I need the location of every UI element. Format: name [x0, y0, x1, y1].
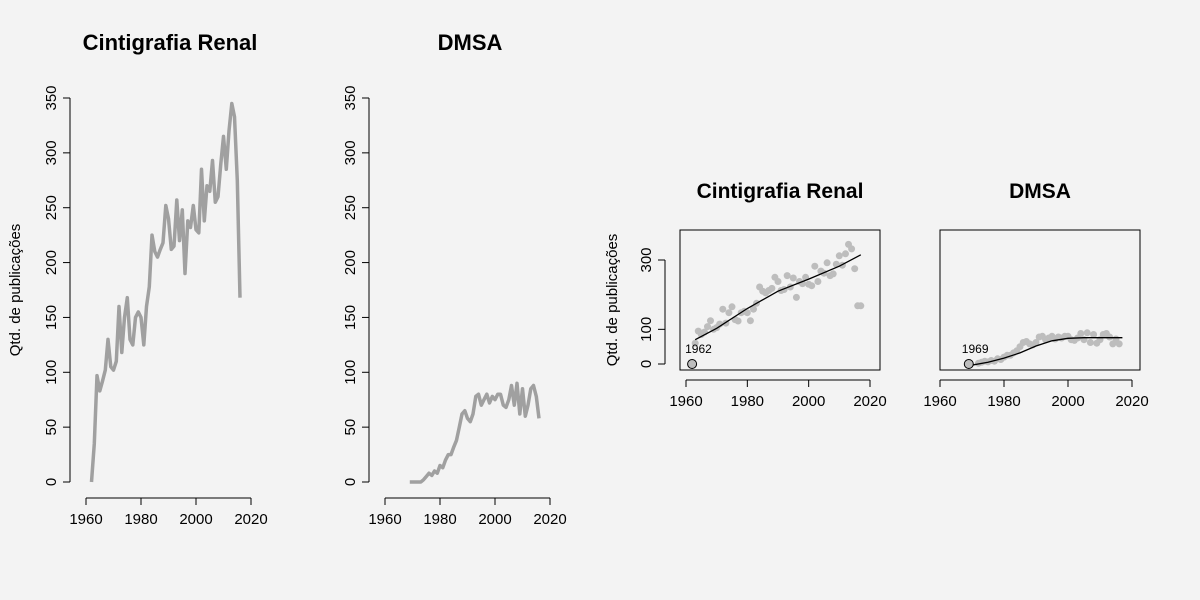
data-point — [790, 275, 797, 282]
panel-dmsa-scatter: DMSA 1960 1980 2000 2020 1969 — [923, 180, 1148, 410]
data-point — [851, 265, 858, 272]
data-point — [830, 270, 837, 277]
data-point — [836, 252, 843, 259]
first-year-annotation: 1969 — [962, 342, 989, 356]
data-point — [1077, 330, 1084, 337]
y-tick-label: 100 — [342, 360, 359, 385]
x-tick-label: 2020 — [533, 511, 566, 528]
data-point — [719, 306, 726, 313]
x-tick-label: 1960 — [69, 511, 102, 528]
panel-title: DMSA — [438, 30, 503, 55]
panel-title: DMSA — [1009, 180, 1071, 203]
y-tick-label: 50 — [43, 419, 60, 436]
data-point — [793, 294, 800, 301]
y-tick-label: 100 — [43, 360, 60, 385]
x-tick-label: 1960 — [923, 393, 956, 410]
y-tick-label: 100 — [638, 317, 655, 342]
panel-cintigrafia-line: Cintigrafia Renal Qtd. de publicações 19… — [7, 30, 268, 528]
x-tick-label: 1980 — [423, 511, 456, 528]
data-point — [784, 272, 791, 279]
data-point — [842, 250, 849, 257]
first-publication-point — [688, 360, 697, 369]
x-tick-label: 2000 — [179, 511, 212, 528]
data-point — [747, 317, 754, 324]
x-tick-label: 2000 — [478, 511, 511, 528]
data-point — [824, 259, 831, 266]
data-point — [725, 309, 732, 316]
first-year-annotation: 1962 — [685, 342, 712, 356]
panel-cintigrafia-scatter: Cintigrafia Renal Qtd. de publicações 19… — [604, 180, 887, 410]
y-tick-label: 300 — [342, 140, 359, 165]
data-point — [814, 278, 821, 285]
x-tick-label: 1980 — [987, 393, 1020, 410]
panel-title: Cintigrafia Renal — [697, 180, 864, 203]
series-line — [92, 104, 241, 483]
y-tick-label: 250 — [342, 195, 359, 220]
y-tick-label: 0 — [43, 478, 60, 486]
x-tick-label: 1980 — [731, 393, 764, 410]
data-point — [1106, 334, 1113, 341]
panel-dmsa-line: DMSA 1960 1980 2000 2020 0 50 100 150 200 250 300 3… — [342, 30, 567, 528]
y-tick-label: 200 — [43, 250, 60, 275]
y-axis-label: Qtd. de publicações — [7, 224, 24, 357]
data-point — [848, 245, 855, 252]
y-axis-label: Qtd. de publicações — [604, 234, 621, 367]
data-point — [768, 285, 775, 292]
y-tick-label: 350 — [342, 85, 359, 110]
y-tick-label: 0 — [638, 360, 655, 368]
x-tick-label: 2000 — [792, 393, 825, 410]
panel-title: Cintigrafia Renal — [83, 30, 258, 55]
y-tick-label: 300 — [43, 140, 60, 165]
data-point — [1084, 329, 1091, 336]
y-tick-label: 0 — [342, 478, 359, 486]
data-point — [729, 303, 736, 310]
series-line — [410, 383, 539, 482]
x-tick-label: 1980 — [124, 511, 157, 528]
data-point — [1116, 340, 1123, 347]
data-point — [811, 263, 818, 270]
x-tick-label: 2020 — [853, 393, 886, 410]
x-tick-label: 2020 — [234, 511, 267, 528]
y-tick-label: 300 — [638, 247, 655, 272]
y-tick-label: 250 — [43, 195, 60, 220]
data-point — [857, 302, 864, 309]
x-tick-label: 2020 — [1115, 393, 1148, 410]
y-tick-label: 150 — [342, 305, 359, 330]
data-point — [1087, 339, 1094, 346]
y-tick-label: 150 — [43, 305, 60, 330]
x-tick-label: 1960 — [669, 393, 702, 410]
data-point — [775, 278, 782, 285]
data-point — [1090, 331, 1097, 338]
first-publication-point — [964, 360, 973, 369]
y-tick-label: 200 — [342, 250, 359, 275]
x-tick-label: 2000 — [1051, 393, 1084, 410]
data-point — [735, 318, 742, 325]
y-tick-label: 350 — [43, 85, 60, 110]
y-tick-label: 50 — [342, 419, 359, 436]
data-point — [808, 282, 815, 289]
data-point — [707, 317, 714, 324]
x-tick-label: 1960 — [368, 511, 401, 528]
